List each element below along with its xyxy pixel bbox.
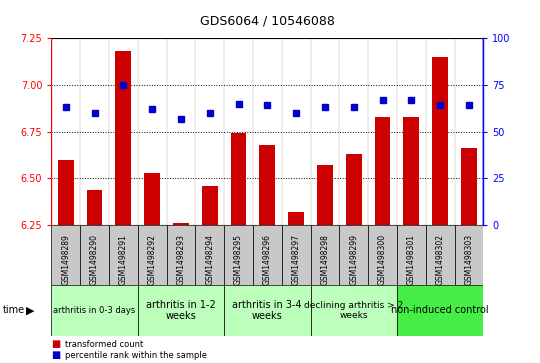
Text: arthritis in 1-2
weeks: arthritis in 1-2 weeks	[146, 299, 216, 321]
Text: non-induced control: non-induced control	[392, 305, 489, 315]
Text: GDS6064 / 10546088: GDS6064 / 10546088	[200, 15, 335, 28]
Bar	[310, 225, 339, 285]
Bar	[202, 186, 218, 225]
Bar	[51, 225, 80, 285]
Text: GSM1498297: GSM1498297	[292, 234, 301, 285]
Text: time: time	[3, 305, 25, 315]
Bar	[432, 57, 448, 225]
Text: percentile rank within the sample: percentile rank within the sample	[65, 351, 207, 359]
Bar	[346, 154, 362, 225]
Text: arthritis in 0-3 days: arthritis in 0-3 days	[53, 306, 136, 315]
Text: GSM1498300: GSM1498300	[378, 234, 387, 285]
Bar	[138, 225, 166, 285]
Bar	[426, 225, 455, 285]
Bar	[403, 117, 419, 225]
Bar	[86, 189, 103, 225]
Text: GSM1498293: GSM1498293	[177, 234, 185, 285]
Text: GSM1498295: GSM1498295	[234, 234, 243, 285]
Text: transformed count: transformed count	[65, 340, 143, 348]
Text: GSM1498301: GSM1498301	[407, 234, 416, 285]
Text: GSM1498299: GSM1498299	[349, 234, 358, 285]
Bar	[144, 173, 160, 225]
Text: GSM1498298: GSM1498298	[320, 234, 329, 285]
Bar	[138, 285, 224, 336]
Bar	[173, 223, 189, 225]
Bar	[195, 225, 224, 285]
Bar	[116, 51, 131, 225]
Text: GSM1498290: GSM1498290	[90, 234, 99, 285]
Text: GSM1498291: GSM1498291	[119, 234, 128, 285]
Bar	[51, 285, 138, 336]
Bar	[288, 212, 304, 225]
Text: GSM1498289: GSM1498289	[61, 234, 70, 285]
Bar	[282, 225, 310, 285]
Text: ■: ■	[51, 339, 60, 349]
Bar	[461, 148, 477, 225]
Text: ■: ■	[51, 350, 60, 360]
Bar	[224, 225, 253, 285]
Bar	[253, 225, 282, 285]
Bar	[58, 160, 73, 225]
Bar	[317, 165, 333, 225]
Bar	[259, 145, 275, 225]
Text: ▶: ▶	[26, 305, 35, 315]
Bar	[455, 225, 483, 285]
Bar	[310, 285, 397, 336]
Bar	[375, 117, 390, 225]
Text: declining arthritis > 2
weeks: declining arthritis > 2 weeks	[304, 301, 403, 320]
Bar	[368, 225, 397, 285]
Text: GSM1498292: GSM1498292	[147, 234, 157, 285]
Bar	[80, 225, 109, 285]
Bar	[231, 134, 246, 225]
Text: GSM1498294: GSM1498294	[205, 234, 214, 285]
Text: arthritis in 3-4
weeks: arthritis in 3-4 weeks	[233, 299, 302, 321]
Bar	[109, 225, 138, 285]
Text: GSM1498303: GSM1498303	[464, 234, 474, 285]
Bar	[339, 225, 368, 285]
Bar	[224, 285, 310, 336]
Text: GSM1498296: GSM1498296	[263, 234, 272, 285]
Text: GSM1498302: GSM1498302	[436, 234, 444, 285]
Bar	[397, 225, 426, 285]
Bar	[397, 285, 483, 336]
Bar	[166, 225, 195, 285]
